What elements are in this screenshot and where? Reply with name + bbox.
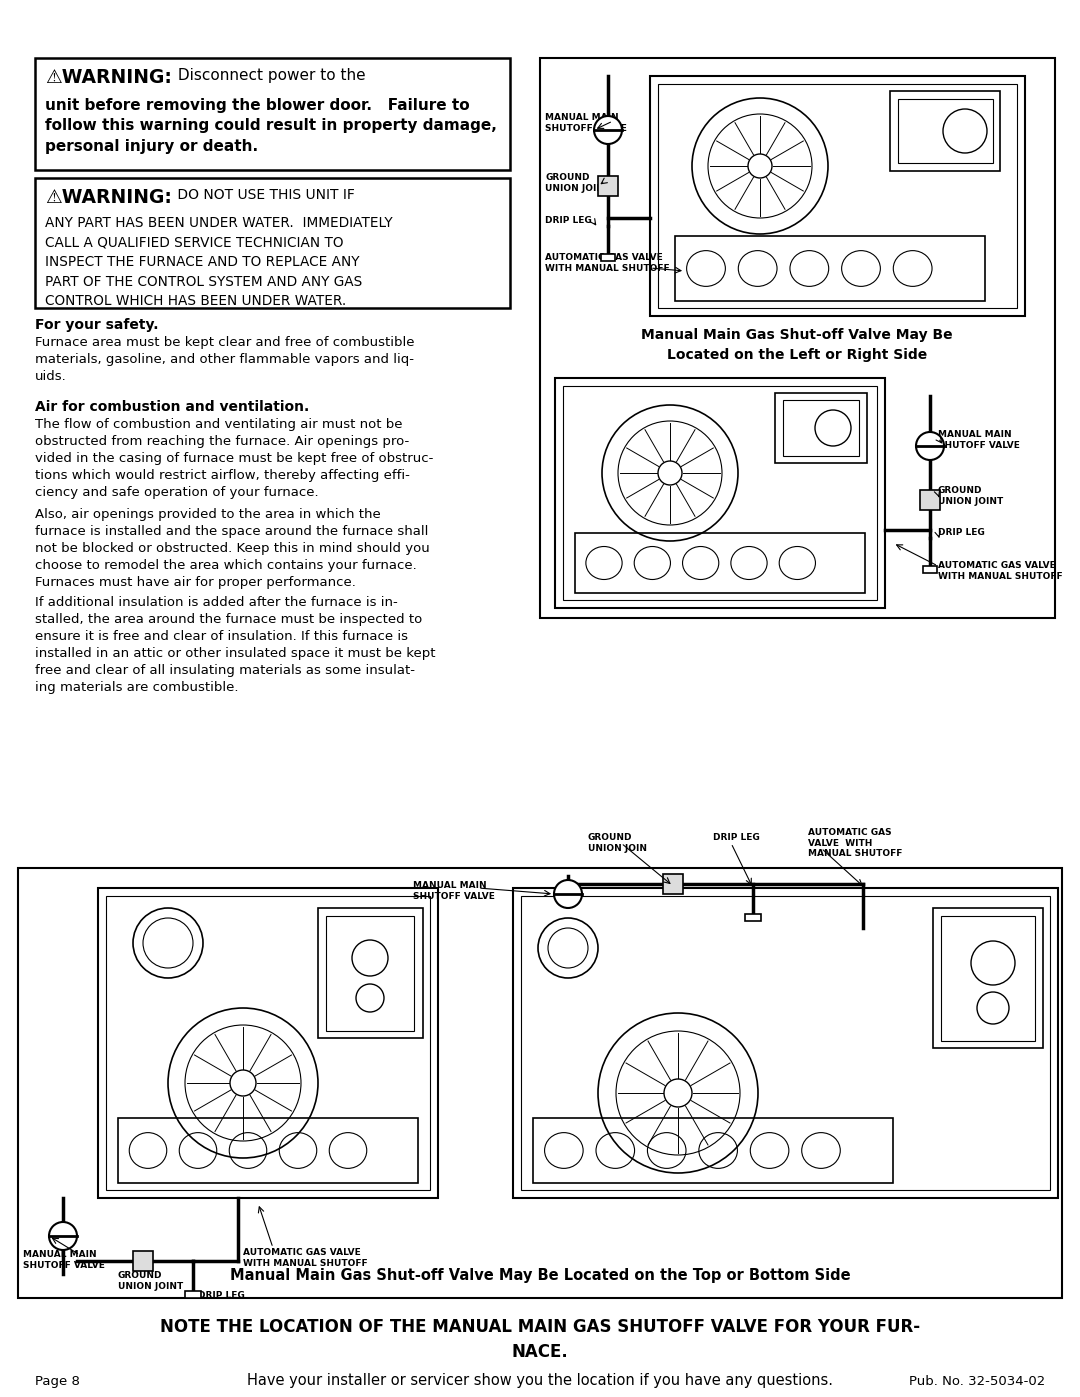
Bar [563, 386, 877, 599]
Text: AUTOMATIC GAS VALVE
WITH MANUAL SHUTOFF: AUTOMATIC GAS VALVE WITH MANUAL SHUTOFF [939, 562, 1063, 581]
Circle shape [658, 461, 681, 485]
Bar [933, 908, 1043, 1048]
Bar [663, 875, 683, 894]
Text: Furnace area must be kept clear and free of combustible
materials, gasoline, and: Furnace area must be kept clear and free… [35, 337, 415, 383]
Bar [318, 908, 423, 1038]
Bar [106, 895, 430, 1190]
Circle shape [594, 116, 622, 144]
Bar [675, 236, 985, 300]
Text: GROUND
UNION JOINT: GROUND UNION JOINT [939, 486, 1003, 506]
Text: DRIP LEG: DRIP LEG [939, 528, 985, 536]
Bar [534, 1118, 893, 1183]
Bar [920, 490, 940, 510]
Bar [890, 91, 1000, 170]
Text: Manual Main Gas Shut-off Valve May Be
Located on the Left or Right Side: Manual Main Gas Shut-off Valve May Be Lo… [642, 328, 953, 362]
Text: MANUAL MAIN
SHUTOFF VALVE: MANUAL MAIN SHUTOFF VALVE [939, 430, 1020, 450]
Text: Page 8: Page 8 [35, 1375, 80, 1389]
Text: AUTOMATIC GAS
VALVE  WITH
MANUAL SHUTOFF: AUTOMATIC GAS VALVE WITH MANUAL SHUTOFF [808, 828, 903, 859]
Text: Pub. No. 32-5034-02: Pub. No. 32-5034-02 [908, 1375, 1045, 1389]
Text: For your safety.: For your safety. [35, 319, 159, 332]
Text: GROUND
UNION JOIN: GROUND UNION JOIN [588, 833, 647, 852]
Text: Have your installer or servicer show you the location if you have any questions.: Have your installer or servicer show you… [247, 1373, 833, 1389]
Bar [598, 176, 618, 196]
Circle shape [49, 1222, 77, 1250]
Bar [513, 888, 1058, 1199]
Bar [521, 895, 1050, 1190]
Text: DO NOT USE THIS UNIT IF: DO NOT USE THIS UNIT IF [173, 189, 355, 203]
Bar [923, 566, 937, 573]
Bar [18, 868, 1062, 1298]
Bar [575, 534, 865, 592]
Text: GROUND
UNION JOINT: GROUND UNION JOINT [118, 1271, 184, 1291]
Bar [540, 59, 1055, 617]
Text: MANUAL MAIN
SHUTOFF VALVE: MANUAL MAIN SHUTOFF VALVE [23, 1250, 105, 1270]
Bar [185, 1291, 201, 1298]
Bar [783, 400, 859, 455]
Circle shape [554, 880, 582, 908]
Circle shape [916, 432, 944, 460]
Bar [897, 99, 993, 163]
Text: MANUAL MAIN
SHUTOFF VALVE: MANUAL MAIN SHUTOFF VALVE [545, 113, 626, 133]
Bar [941, 916, 1035, 1041]
Bar [658, 84, 1017, 307]
Bar [650, 75, 1025, 316]
Bar [118, 1118, 418, 1183]
Text: MANUAL MAIN
SHUTOFF VALVE: MANUAL MAIN SHUTOFF VALVE [413, 882, 495, 901]
Bar [600, 254, 615, 261]
Text: DRIP LEG: DRIP LEG [198, 1291, 245, 1301]
Text: ⚠WARNING:: ⚠WARNING: [45, 68, 172, 87]
Bar [35, 59, 510, 170]
Bar [326, 916, 414, 1031]
Bar [775, 393, 867, 462]
Text: ⚠WARNING:: ⚠WARNING: [45, 189, 172, 207]
Text: ANY PART HAS BEEN UNDER WATER.  IMMEDIATELY
CALL A QUALIFIED SERVICE TECHNICIAN : ANY PART HAS BEEN UNDER WATER. IMMEDIATE… [45, 217, 393, 307]
Bar [35, 177, 510, 307]
Text: If additional insulation is added after the furnace is in-
stalled, the area aro: If additional insulation is added after … [35, 597, 435, 694]
Bar [133, 1250, 153, 1271]
Text: Also, air openings provided to the area in which the
furnace is installed and th: Also, air openings provided to the area … [35, 509, 430, 590]
Text: Manual Main Gas Shut-off Valve May Be Located on the Top or Bottom Side: Manual Main Gas Shut-off Valve May Be Lo… [230, 1268, 850, 1282]
Text: GROUND
UNION JOINT: GROUND UNION JOINT [545, 173, 610, 193]
Bar [98, 888, 438, 1199]
Circle shape [230, 1070, 256, 1097]
Circle shape [664, 1078, 692, 1106]
Text: DRIP LEG: DRIP LEG [545, 217, 592, 225]
Text: Disconnect power to the: Disconnect power to the [173, 68, 366, 82]
Bar [555, 379, 885, 608]
Text: AUTOMATIC GAS VALVE
WITH MANUAL SHUTOFF: AUTOMATIC GAS VALVE WITH MANUAL SHUTOFF [545, 253, 670, 272]
Text: Air for combustion and ventilation.: Air for combustion and ventilation. [35, 400, 309, 414]
Text: DRIP LEG: DRIP LEG [713, 833, 759, 842]
Text: NOTE THE LOCATION OF THE MANUAL MAIN GAS SHUTOFF VALVE FOR YOUR FUR-
NACE.: NOTE THE LOCATION OF THE MANUAL MAIN GAS… [160, 1317, 920, 1361]
Text: unit before removing the blower door.   Failure to
follow this warning could res: unit before removing the blower door. Fa… [45, 98, 497, 154]
Text: The flow of combustion and ventilating air must not be
obstructed from reaching : The flow of combustion and ventilating a… [35, 418, 433, 499]
Text: AUTOMATIC GAS VALVE
WITH MANUAL SHUTOFF: AUTOMATIC GAS VALVE WITH MANUAL SHUTOFF [243, 1248, 367, 1267]
Bar [745, 914, 761, 921]
Circle shape [748, 154, 772, 177]
